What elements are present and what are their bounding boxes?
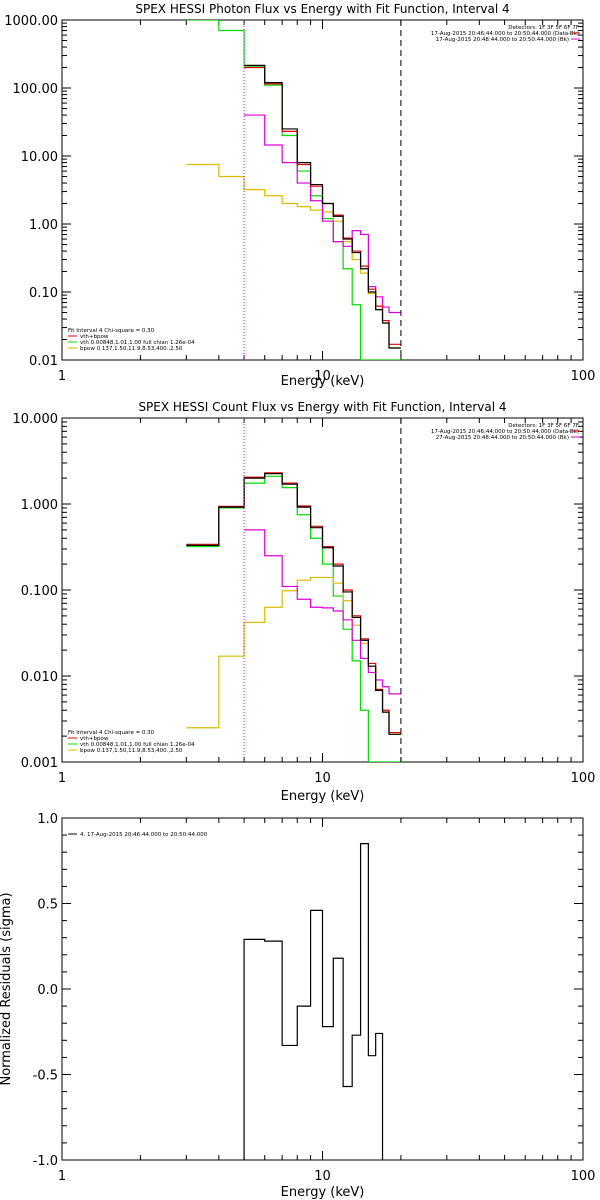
legend-entry: vth 0.00848,1.01,1.00 full chian 1.26e-0… — [80, 340, 195, 346]
x-tick-label: 10 — [314, 771, 331, 786]
legend-entry: bpow 0.137,1.50,11.9,8.53,400.,2.50 — [80, 346, 183, 352]
y-axis-label: Normalized Residuals (sigma) — [0, 892, 14, 1085]
legend-entry: vth 0.00848,1.01,1.00 full chian 1.26e-0… — [80, 742, 195, 748]
y-tick-label: 100.00 — [13, 82, 59, 97]
plot-frame — [61, 417, 584, 763]
x-tick-label: 100 — [571, 369, 596, 384]
y-tick-label: -0.5 — [33, 1069, 58, 1084]
plot-area — [186, 20, 401, 360]
info-line: Detectors: 1F 3F 5F 6F 7F — [508, 25, 579, 31]
info-line: 17-Aug-2015 20:48:44.000 to 20:50:44.000… — [436, 37, 569, 43]
y-tick-label: 10.000 — [13, 412, 59, 427]
legend-entry: vth+bpow — [80, 736, 109, 742]
y-tick-label: 0.010 — [21, 670, 58, 685]
legend-entry: bpow 0.137,1.50,11.9,8.53,400.,2.50 — [80, 748, 183, 754]
y-tick-label: 1.000 — [21, 498, 58, 513]
legend-entry: 4. 17-Aug-2015 20:46:44.000 to 20:50:44.… — [80, 832, 208, 838]
series-background — [244, 114, 401, 314]
series-vth-component — [186, 20, 401, 360]
y-tick-label: 0.10 — [29, 286, 58, 301]
x-axis-label: Energy (keV) — [281, 1185, 365, 1200]
y-tick-label: -1.0 — [33, 1154, 58, 1169]
info-line: 17-Aug-2015 20:46:44.000 to 20:50:44.000… — [431, 31, 579, 37]
y-tick-label: 0.0 — [37, 983, 58, 998]
x-axis-label: Energy (keV) — [281, 374, 365, 389]
panel-3: 1 10 100 Energy (keV) -1.0 -0.5 0.0 0.5 1.0 Norma… — [0, 812, 595, 1200]
series-total — [186, 473, 401, 735]
panel-1: SPEX HESSI Photon Flux vs Energy with Fi… — [4, 2, 595, 389]
x-tick-label: 10 — [314, 369, 331, 384]
y-tick-label: 1.00 — [29, 218, 58, 233]
y-tick-label: 0.001 — [21, 756, 58, 771]
info-line: 27-Aug-2015 20:48:44.000 to 20:50:44.000… — [436, 435, 569, 441]
x-tick-label: 1 — [58, 771, 66, 786]
x-tick-label: 1 — [58, 1169, 66, 1184]
y-tick-label: 0.100 — [21, 584, 58, 599]
plot-area — [186, 472, 401, 762]
x-tick-label: 100 — [571, 771, 596, 786]
y-tick-label: 1.0 — [37, 812, 58, 827]
series-total — [244, 64, 401, 349]
y-tick-label: 10.00 — [21, 150, 58, 165]
legend-entry: Fit Interval 4 Chi-square = 0.30 — [68, 328, 155, 334]
plot-area — [243, 843, 384, 1160]
series-background — [244, 529, 401, 695]
y-tick-label: 0.5 — [37, 898, 58, 913]
x-axis-label: Energy (keV) — [281, 789, 365, 804]
legend-entry: Fit Interval 4 Chi-square = 0.30 — [68, 730, 155, 736]
series-total — [243, 843, 384, 1160]
x-tick-label: 10 — [314, 1169, 331, 1184]
x-tick-label: 1 — [58, 369, 66, 384]
series-vth-component — [186, 475, 401, 762]
info-line: 17-Aug-2015 20:46:44.000 to 20:50:44.000… — [431, 429, 579, 435]
chart-title: SPEX HESSI Count Flux vs Energy with Fit… — [138, 400, 506, 414]
chart-title: SPEX HESSI Photon Flux vs Energy with Fi… — [135, 2, 509, 16]
info-line: Detectors: 1F 3F 5F 6F 7F — [508, 423, 579, 429]
x-tick-label: 100 — [571, 1169, 596, 1184]
y-tick-label: 0.01 — [29, 354, 58, 369]
panel-2: SPEX HESSI Count Flux vs Energy with Fit… — [13, 400, 596, 804]
y-tick-label: 1000.00 — [4, 14, 58, 29]
legend-entry: vth+bpow — [80, 334, 109, 340]
